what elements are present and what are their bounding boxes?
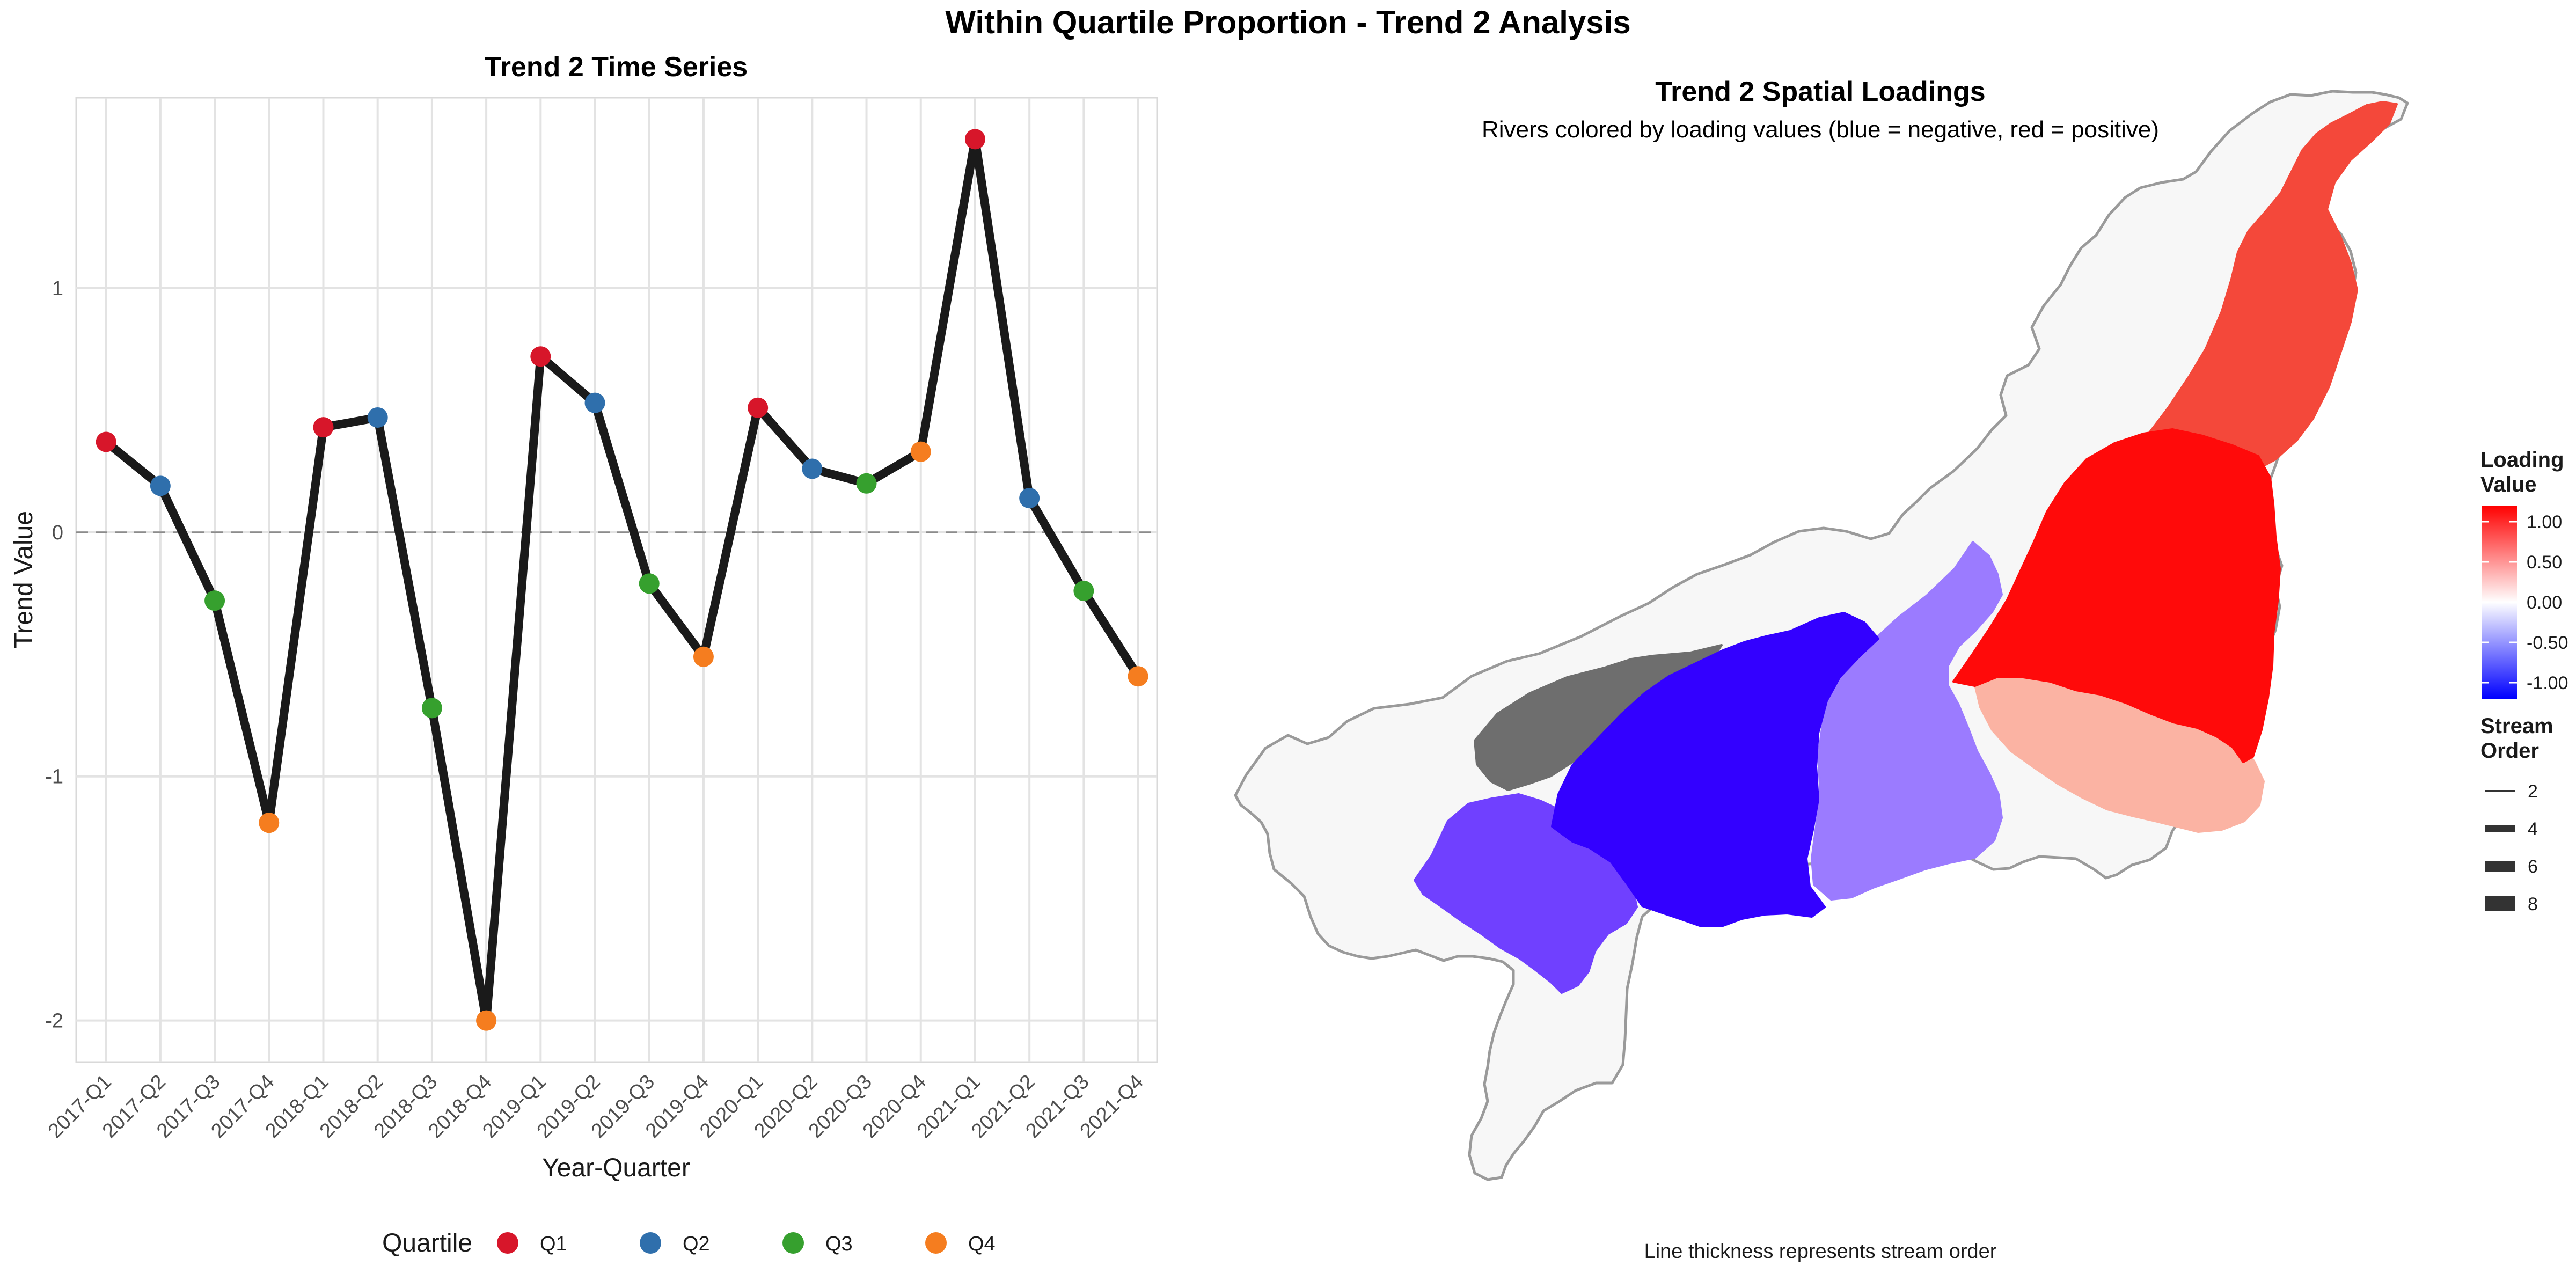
- trend-point-2019-Q4: [693, 646, 714, 667]
- stream-order-key: [2485, 861, 2515, 872]
- stream-order-label: 4: [2528, 819, 2538, 839]
- trend-point-2020-Q1: [748, 397, 769, 418]
- map-caption: Line thickness represents stream order: [1644, 1240, 1997, 1263]
- legend-marker-Q3: [782, 1232, 804, 1254]
- spatial-title: Trend 2 Spatial Loadings: [1655, 76, 1985, 107]
- trend-point-2021-Q1: [964, 129, 985, 150]
- loading-value-legend: Loading Value 1.00 0.50 0.00 -0.50 -1.00: [2480, 448, 2568, 699]
- y-tick-label: 1: [52, 277, 63, 300]
- stream-order-key: [2485, 825, 2515, 832]
- trend-point-2017-Q1: [96, 431, 116, 452]
- trend-point-2020-Q2: [802, 458, 823, 479]
- trend-point-2019-Q2: [584, 392, 605, 413]
- y-axis-label: Trend Value: [10, 511, 38, 648]
- colorbar-label: 1.00: [2527, 512, 2562, 532]
- legend-marker-Q4: [925, 1232, 947, 1254]
- trend-point-2017-Q2: [150, 475, 171, 496]
- legend-marker-Q2: [640, 1232, 661, 1254]
- trend-point-2017-Q4: [259, 813, 280, 833]
- colorbar-label: 0.50: [2527, 552, 2562, 573]
- y-tick-label: -2: [45, 1010, 63, 1033]
- stream-order-label: 6: [2528, 857, 2538, 877]
- x-gridlines: [105, 98, 1139, 1062]
- trend-point-2019-Q3: [639, 573, 660, 594]
- stream-order-legend: Stream Order 2 4 6 8: [2480, 714, 2553, 914]
- quartile-legend: Quartile Q1 Q2 Q3 Q4: [382, 1229, 996, 1257]
- river-region-moderate-positive: [2140, 101, 2398, 475]
- timeseries-title: Trend 2 Time Series: [485, 52, 748, 83]
- loading-legend-title-2: Value: [2480, 473, 2537, 496]
- trend-point-2021-Q4: [1128, 666, 1148, 687]
- stream-legend-title-1: Stream: [2480, 714, 2553, 738]
- trend-series-line: [101, 135, 1143, 1025]
- trend-point-2018-Q1: [313, 417, 334, 438]
- trend-point-2018-Q4: [476, 1010, 497, 1031]
- trend-point-2020-Q4: [910, 441, 931, 462]
- timeseries-plot-panel: [75, 97, 1158, 1063]
- river-loading-map: [1234, 90, 2409, 1181]
- legend-label-Q3: Q3: [825, 1233, 853, 1255]
- legend-label-Q1: Q1: [540, 1233, 567, 1255]
- y-tick-label: -1: [45, 766, 63, 788]
- stream-order-key: [2485, 790, 2515, 792]
- river-region-weak-negative: [1811, 541, 2003, 901]
- trend-points: [96, 129, 1148, 1031]
- spatial-subtitle: Rivers colored by loading values (blue =…: [1482, 116, 2159, 143]
- stream-order-label: 8: [2528, 894, 2538, 914]
- trend-point-2021-Q2: [1019, 488, 1040, 509]
- trend-point-2017-Q3: [204, 590, 225, 611]
- trend-point-2021-Q3: [1073, 580, 1094, 601]
- loading-legend-title-1: Loading: [2480, 448, 2564, 472]
- trend-point-2019-Q1: [530, 346, 551, 367]
- legend-label-Q4: Q4: [968, 1233, 996, 1255]
- y-tick-label: 0: [52, 522, 63, 544]
- figure-title: Within Quartile Proportion - Trend 2 Ana…: [945, 4, 1630, 40]
- stream-order-label: 2: [2528, 781, 2538, 802]
- river-region-strong-positive: [1952, 428, 2281, 763]
- river-region-strong-negative: [1551, 612, 1879, 927]
- x-axis-label: Year-Quarter: [542, 1154, 690, 1182]
- stream-legend-title-2: Order: [2480, 739, 2539, 763]
- colorbar-label: 0.00: [2527, 592, 2562, 613]
- trend-point-2018-Q2: [367, 407, 388, 428]
- colorbar-label: -1.00: [2527, 673, 2568, 693]
- trend-point-2020-Q3: [856, 473, 877, 494]
- legend-marker-Q1: [497, 1232, 518, 1254]
- stream-order-key: [2485, 896, 2515, 911]
- legend-label-Q2: Q2: [683, 1233, 710, 1255]
- colorbar-label: -0.50: [2527, 633, 2568, 653]
- x-tick-labels: 2017-Q12017-Q22017-Q32017-Q42018-Q12018-…: [44, 1071, 1148, 1143]
- quartile-legend-title: Quartile: [382, 1229, 472, 1257]
- y-tick-labels: -2 -1 0 1: [45, 277, 63, 1033]
- trend-point-2018-Q3: [421, 698, 442, 719]
